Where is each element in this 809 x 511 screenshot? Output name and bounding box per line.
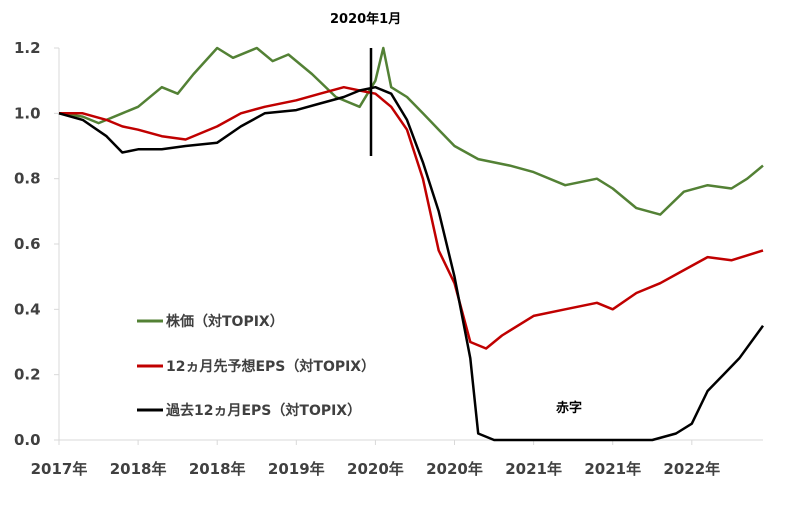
series-line-1 bbox=[58, 46, 764, 216]
series-line-3 bbox=[58, 85, 765, 442]
annotation-layer: 2020年1月 赤字 bbox=[330, 11, 582, 416]
x-tick-label: 2017年 bbox=[31, 460, 88, 478]
x-tick-label: 2021年 bbox=[584, 460, 641, 478]
legend-label-3: 過去12ヵ月EPS（対TOPIX） bbox=[165, 402, 361, 419]
x-tick-label: 2019年 bbox=[268, 460, 325, 478]
y-tick-label: 0.2 bbox=[14, 366, 41, 384]
y-tick-label: 1.2 bbox=[14, 39, 41, 57]
legend-label-1: 株価（対TOPIX） bbox=[166, 313, 284, 330]
y-axis: 0.0 0.2 0.4 0.6 0.8 1.0 1.2 bbox=[14, 39, 60, 449]
legend-label-2: 12ヵ月先予想EPS（対TOPIX） bbox=[166, 358, 375, 375]
x-tick-label: 2021年 bbox=[505, 460, 562, 478]
x-tick-label: 2018年 bbox=[189, 460, 246, 478]
x-tick-label: 2020年 bbox=[347, 460, 404, 478]
y-tick-label: 1.0 bbox=[14, 104, 41, 122]
x-tick-label: 2020年 bbox=[426, 460, 483, 478]
y-tick-label: 0.0 bbox=[14, 431, 41, 449]
x-tick-label: 2022年 bbox=[663, 460, 720, 478]
y-tick-label: 0.6 bbox=[14, 235, 41, 253]
series-line-2 bbox=[59, 85, 764, 350]
y-tick-label: 0.4 bbox=[14, 300, 41, 318]
x-axis: 2017年 2018年 2018年 2019年 2020年 2020年 2021年 2021年… bbox=[31, 439, 763, 478]
marker-label: 2020年1月 bbox=[330, 11, 401, 27]
loss-label: 赤字 bbox=[556, 400, 582, 416]
legend: 株価（対TOPIX） 12ヵ月先予想EPS（対TOPIX） 過去12ヵ月EPS（対T… bbox=[137, 313, 375, 419]
y-tick-label: 0.8 bbox=[14, 170, 41, 188]
x-tick-label: 2018年 bbox=[110, 460, 167, 478]
series-layer bbox=[58, 46, 765, 442]
